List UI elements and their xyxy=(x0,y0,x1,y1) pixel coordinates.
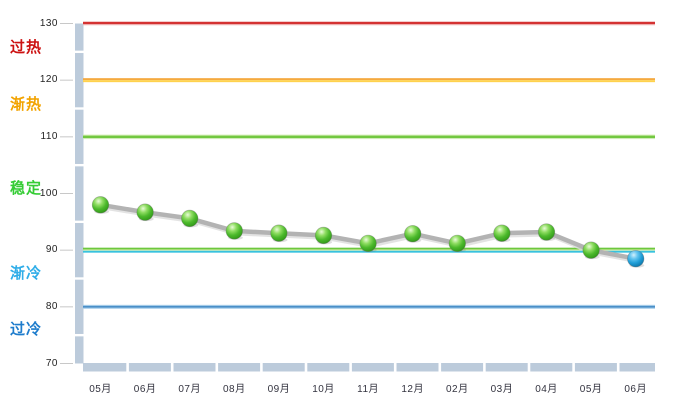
data-point[interactable] xyxy=(493,224,511,242)
y-axis-band-segment xyxy=(75,109,84,164)
y-axis-band-segment xyxy=(75,223,84,278)
zone-label: 过热 xyxy=(10,38,43,56)
x-axis-label: 06月 xyxy=(624,384,647,395)
x-axis-band-segment xyxy=(351,363,394,372)
data-point[interactable] xyxy=(314,226,333,245)
zone-boundary-line xyxy=(83,307,655,309)
y-axis-label: 130 xyxy=(39,17,58,29)
zone-boundary-line xyxy=(83,21,655,25)
data-point[interactable] xyxy=(225,222,243,240)
x-axis-band-segment xyxy=(485,363,528,372)
x-axis-band-segment xyxy=(307,363,350,372)
data-point[interactable] xyxy=(270,224,288,242)
axis-bands xyxy=(75,23,655,372)
zone-boundary-line xyxy=(83,135,655,139)
y-axis-band-segment xyxy=(75,166,84,221)
x-axis-label: 07月 xyxy=(178,384,201,395)
data-point[interactable] xyxy=(404,225,422,243)
x-axis-label: 10月 xyxy=(312,384,335,395)
x-axis-label: 03月 xyxy=(490,384,514,395)
zone-boundary-line xyxy=(83,138,655,140)
x-axis-label: 05月 xyxy=(89,384,112,395)
data-point[interactable] xyxy=(359,234,377,253)
y-axis-label: 100 xyxy=(39,187,58,199)
x-axis-label: 02月 xyxy=(445,384,469,395)
x-axis-label: 08月 xyxy=(222,384,246,395)
x-axis-band-segment xyxy=(83,363,127,372)
x-axis-band-segment xyxy=(441,363,484,372)
x-axis-label: 09月 xyxy=(267,384,291,395)
data-series xyxy=(91,196,645,268)
x-axis-label: 12月 xyxy=(401,384,424,395)
x-axis-band-segment xyxy=(128,363,171,372)
y-axis-band-segment xyxy=(75,53,84,108)
zone-boundary-line xyxy=(83,250,655,253)
y-axis-label: 90 xyxy=(45,244,58,256)
zone-label: 渐冷 xyxy=(10,265,43,283)
x-axis-label: 04月 xyxy=(535,384,558,395)
y-axis-label: 120 xyxy=(39,74,58,86)
x-axis-band-segment xyxy=(173,363,216,372)
x-axis-band-segment xyxy=(530,363,573,372)
zone-label: 稳定 xyxy=(10,179,43,197)
zone-lines xyxy=(83,21,655,309)
x-axis-band-segment xyxy=(396,363,439,372)
x-axis-label: 05月 xyxy=(579,384,603,395)
zone-boundary-line xyxy=(83,134,655,136)
axis-ticks xyxy=(60,23,73,364)
x-axis-band-segment xyxy=(574,363,617,372)
x-axis-band-segment xyxy=(262,363,305,372)
zone-boundary-line xyxy=(83,304,655,306)
data-point[interactable] xyxy=(136,203,154,221)
data-point[interactable] xyxy=(181,209,199,228)
x-axis-label: 11月 xyxy=(357,384,380,395)
y-axis-label: 110 xyxy=(40,130,58,142)
zone-boundary-line xyxy=(83,78,655,81)
data-point-current[interactable] xyxy=(627,250,645,268)
y-axis-label: 80 xyxy=(45,300,58,312)
data-point[interactable] xyxy=(448,234,466,253)
y-axis-band-segment xyxy=(75,23,84,51)
x-axis-label: 06月 xyxy=(133,384,157,395)
zone-boundary-line xyxy=(83,24,655,26)
zone-boundary-line xyxy=(83,80,655,83)
zone-label: 渐热 xyxy=(10,96,43,114)
data-point[interactable] xyxy=(582,241,600,259)
x-axis-band-segment xyxy=(218,363,261,372)
data-point[interactable] xyxy=(91,196,110,214)
x-axis-band-segment xyxy=(619,363,655,372)
y-axis-label: 70 xyxy=(45,357,58,369)
y-axis-band-segment xyxy=(75,336,84,364)
y-axis-band-segment xyxy=(75,279,84,334)
data-point[interactable] xyxy=(537,223,556,241)
zone-boundary-line xyxy=(83,305,655,308)
zone-label: 过冷 xyxy=(10,320,43,338)
